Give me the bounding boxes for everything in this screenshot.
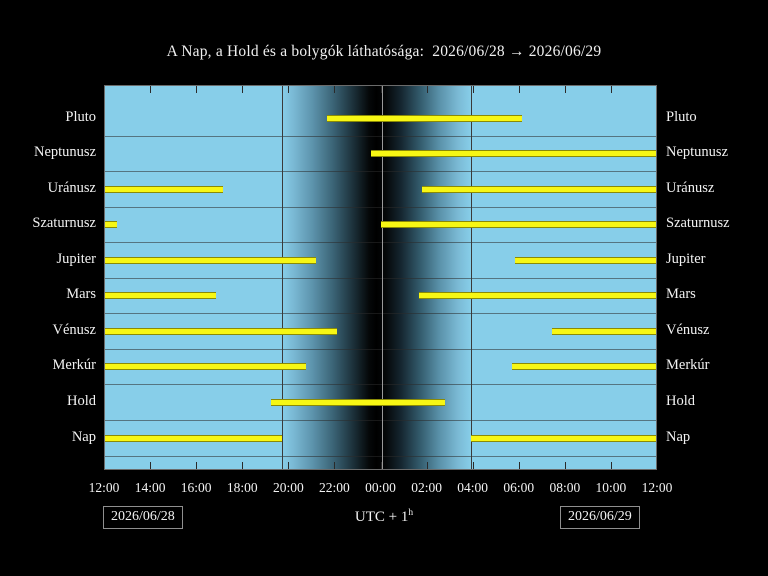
x-tick-label: 12:00 [88,480,120,495]
timezone-sup: h [408,508,414,518]
sunrise-gridline [471,86,472,469]
x-tick [334,462,335,469]
visibility-bar [105,221,117,228]
visibility-bar [371,150,656,157]
x-tick-label: 06:00 [503,480,535,495]
x-tick-top [381,86,382,93]
x-tick [565,462,566,469]
x-tick [473,462,474,469]
body-label-right-jupiter: Jupiter [666,251,706,267]
visibility-bar [105,186,223,193]
visibility-bar [419,292,656,299]
timezone-text: UTC + 1 [354,509,409,525]
midnight-gridline [382,86,383,469]
body-label-left-hold: Hold [67,393,96,409]
x-tick [427,462,428,469]
x-tick-top [334,86,335,93]
body-label-right-nap: Nap [666,429,691,445]
x-tick-top [288,86,289,93]
visibility-bar [552,328,656,335]
row-separator [105,456,656,457]
row-separator [105,136,656,137]
x-tick [150,462,151,469]
row-separator [105,384,656,385]
x-tick [611,462,612,469]
x-tick-label: 10:00 [595,480,627,495]
body-label-left-szaturnusz: Szaturnusz [32,215,96,231]
x-tick-label: 04:00 [457,480,489,495]
body-label-right-vénusz: Vénusz [666,322,710,338]
x-tick [381,462,382,469]
visibility-bar [105,328,337,335]
plot-inner [105,86,656,469]
body-label-left-vénusz: Vénusz [52,322,97,338]
visibility-bar [471,435,656,442]
visibility-bar [515,257,656,264]
x-tick-label: 00:00 [365,480,396,495]
x-tick-top [519,86,520,93]
x-tick-label: 08:00 [549,480,581,495]
body-label-right-pluto: Pluto [666,109,697,125]
row-separator [105,349,656,350]
sunset-gridline [282,86,283,469]
visibility-bar [271,399,445,406]
body-label-right-uránusz: Uránusz [666,180,715,196]
date-box-end: 2026/06/29 [560,506,640,530]
body-label-left-neptunusz: Neptunusz [33,144,96,160]
x-tick-label: 14:00 [134,480,166,495]
x-tick-top [427,86,428,93]
visibility-bar [381,221,656,228]
x-tick-top [473,86,474,93]
body-label-left-jupiter: Jupiter [56,251,96,267]
x-tick [242,462,243,469]
row-separator [105,171,656,172]
page-title: A Nap, a Hold és a bolygók láthatósága: … [166,43,602,60]
visibility-bar [105,363,306,370]
visibility-bar [105,435,282,442]
row-separator [105,313,656,314]
body-label-right-neptunusz: Neptunusz [666,144,729,160]
x-tick-label: 22:00 [319,480,350,495]
visibility-bar [105,292,216,299]
x-tick [196,462,197,469]
x-tick-label: 18:00 [226,480,258,495]
row-separator [105,207,656,208]
x-tick [288,462,289,469]
body-label-right-merkúr: Merkúr [666,357,710,373]
x-tick-top [242,86,243,93]
body-label-left-pluto: Pluto [65,109,96,125]
x-tick-label: 20:00 [272,480,304,495]
x-tick-top [565,86,566,93]
plot-area [104,85,657,470]
body-label-right-hold: Hold [666,393,695,409]
row-separator [105,242,656,243]
visibility-bar [327,115,522,122]
body-label-left-mars: Mars [66,286,96,302]
body-label-left-nap: Nap [71,429,96,445]
visibility-bar [105,257,316,264]
visibility-bar [422,186,656,193]
x-tick-label: 02:00 [411,480,442,495]
x-tick-top [611,86,612,93]
x-tick-top [196,86,197,93]
date-box-start: 2026/06/28 [103,506,183,530]
body-label-right-mars: Mars [666,286,696,302]
x-tick-top [150,86,151,93]
x-tick-label: 12:00 [641,480,673,495]
x-tick [519,462,520,469]
row-separator [105,420,656,421]
body-label-left-merkúr: Merkúr [52,357,97,373]
x-tick-label: 16:00 [180,480,212,495]
body-label-right-szaturnusz: Szaturnusz [666,215,730,231]
visibility-bar [512,363,656,370]
row-separator [105,278,656,279]
timezone-label: UTC + 1h [0,508,768,526]
body-label-left-uránusz: Uránusz [47,180,96,196]
